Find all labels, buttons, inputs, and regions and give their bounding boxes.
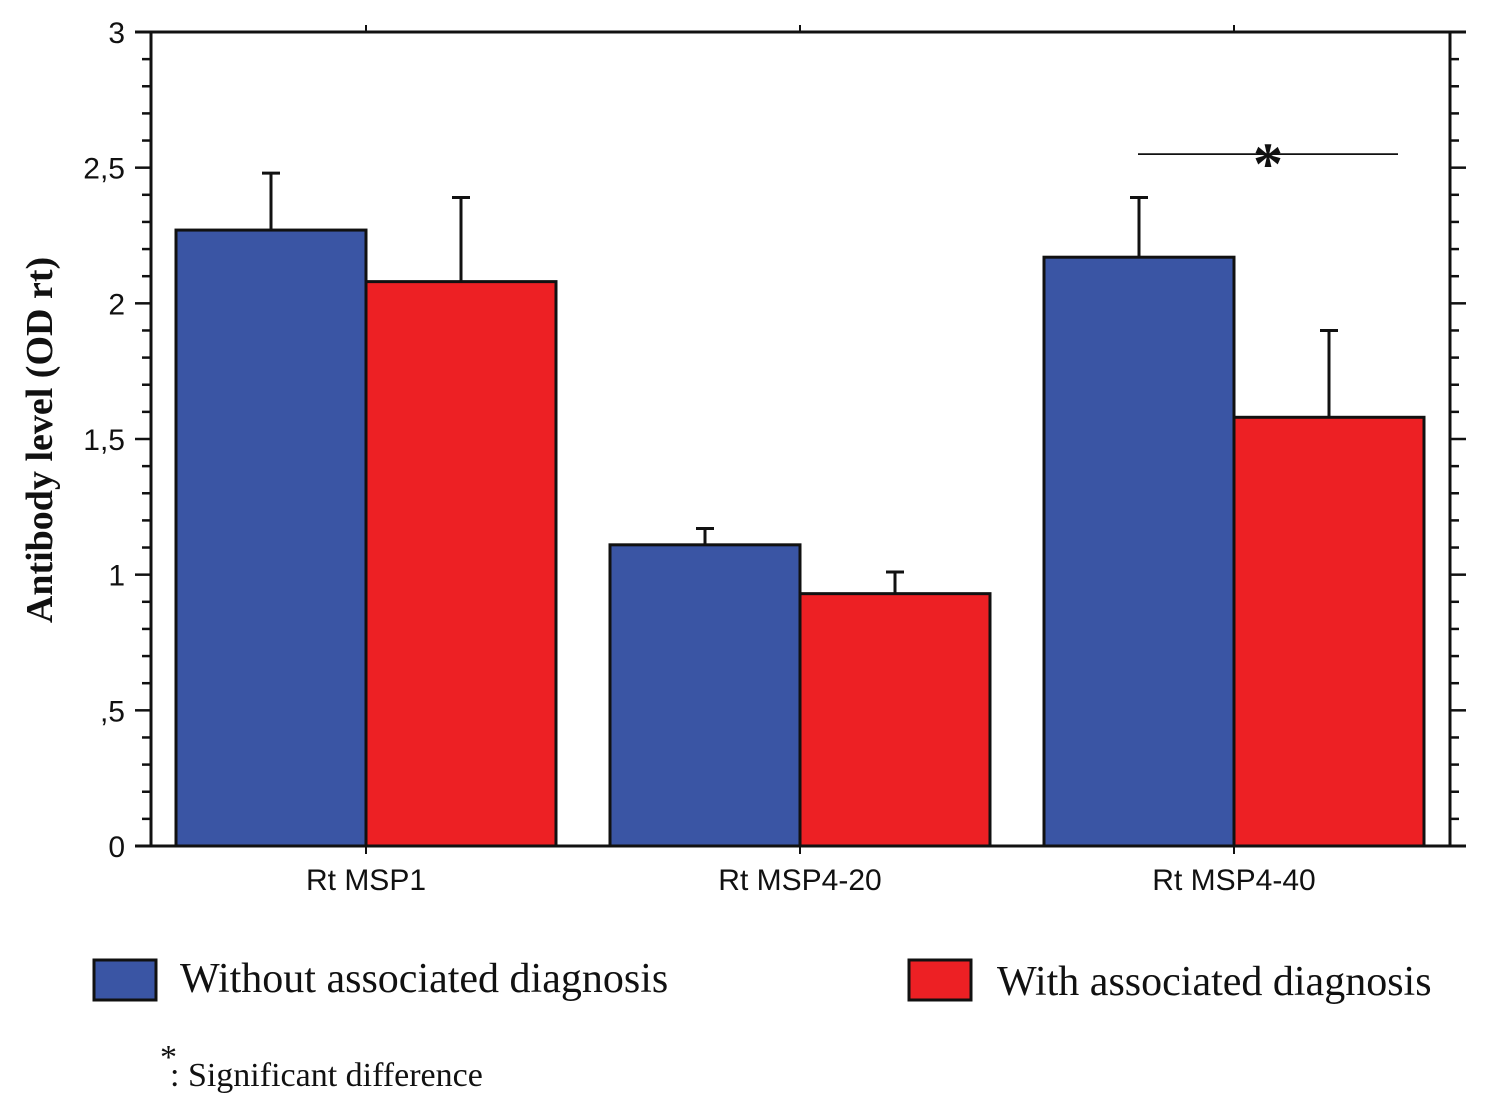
axes-layer [135,25,1466,854]
y-tick-label: 2,5 [83,153,125,186]
footnote-symbol: * [160,1039,177,1076]
legend-label-without: Without associated diagnosis [180,956,668,1002]
y-tick-label: 1 [108,560,125,593]
x-tick-label: Rt MSP4-20 [718,864,881,897]
footnote: * : Significant difference [160,1039,483,1094]
legend-swatch-without [92,958,158,1002]
bar-without-1 [608,543,802,848]
bar-with-2 [1232,415,1426,848]
bar-with-1 [798,592,992,848]
legend-label-with: With associated diagnosis [997,959,1432,1005]
legend: Without associated diagnosis With associ… [92,956,1432,1005]
footnote-text: : Significant difference [170,1057,483,1094]
x-tick-label: Rt MSP4-40 [1152,864,1315,897]
bars-layer [174,171,1426,848]
y-tick-label: 2 [108,288,125,321]
significance-star: * [1253,131,1283,197]
bar-without-2 [1042,255,1236,848]
legend-swatch-with [907,958,973,1002]
labels-layer: Rt MSP1 Rt MSP4-20 Rt MSP4-40 0 ,5 1 1,5 2 2,5 3 * [83,17,1398,897]
y-axis-label: Antibody level (OD rt) [19,257,61,623]
y-tick-label: 3 [108,17,125,50]
bar-without-0 [174,228,368,848]
y-tick-label: 1,5 [83,424,125,457]
x-tick-label: Rt MSP1 [306,864,426,897]
bar-with-0 [364,280,558,848]
y-tick-label: 0 [108,831,125,864]
y-tick-label: ,5 [100,695,125,728]
